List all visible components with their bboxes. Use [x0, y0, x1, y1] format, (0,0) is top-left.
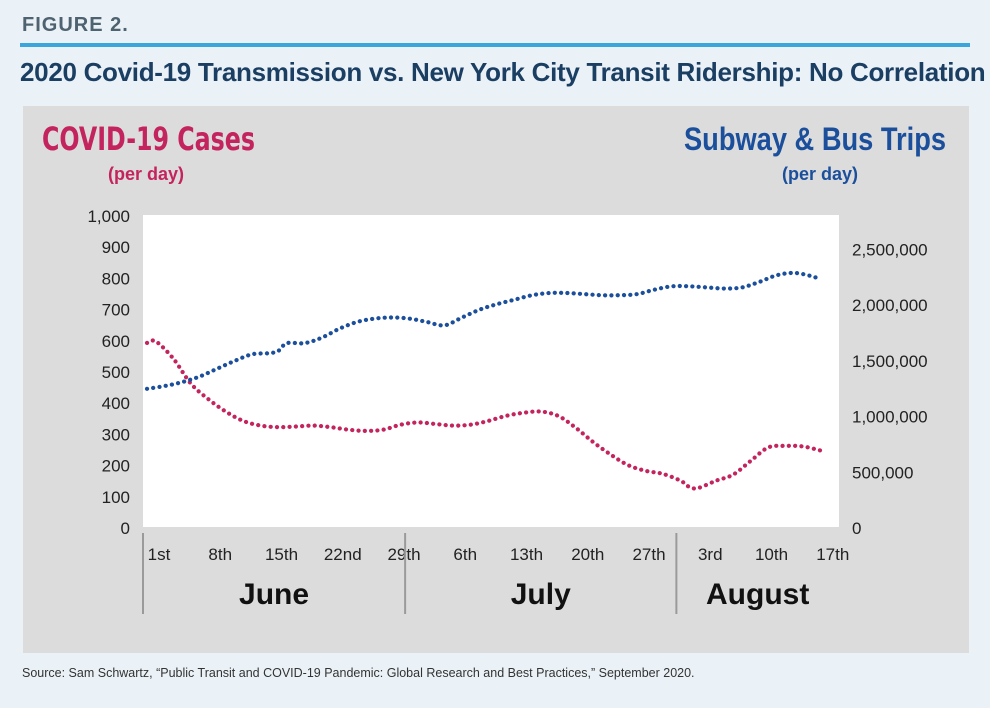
- x-tick-label: 3rd: [698, 545, 723, 564]
- left-tick-label: 100: [102, 488, 130, 507]
- plot-area: [143, 215, 839, 527]
- left-tick-label: 500: [102, 363, 130, 382]
- left-tick-label: 900: [102, 238, 130, 257]
- x-tick-label: 13th: [510, 545, 543, 564]
- right-tick-label: 2,000,000: [852, 296, 928, 315]
- figure-label: FIGURE 2.: [22, 14, 129, 36]
- left-tick-label: 600: [102, 332, 130, 351]
- right-axis: 0 500,000 1,000,000 1,500,000 2,000,000 2,500…: [852, 240, 928, 538]
- left-axis-title: COVID-19 Cases: [42, 120, 255, 158]
- left-axis: 0 100 200 300 400 500 600 700 800 900 1,000: [87, 207, 130, 538]
- left-tick-label: 0: [121, 519, 130, 538]
- right-tick-label: 0: [852, 519, 861, 538]
- right-tick-label: 1,000,000: [852, 408, 928, 427]
- trips-series-line: [144, 270, 823, 391]
- right-tick-label: 2,500,000: [852, 240, 928, 259]
- x-tick-label: 27th: [632, 545, 665, 564]
- right-axis-title: Subway & Bus Trips: [684, 121, 946, 157]
- month-label: August: [706, 578, 809, 611]
- x-tick-label: 22nd: [324, 545, 362, 564]
- x-tick-label: 1st: [148, 545, 171, 564]
- x-tick-label: 8th: [208, 545, 232, 564]
- left-axis-subtitle: (per day): [108, 164, 184, 184]
- right-axis-subtitle: (per day): [782, 164, 858, 184]
- left-tick-label: 400: [102, 394, 130, 413]
- x-tick-label: 29th: [387, 545, 420, 564]
- left-tick-label: 300: [102, 425, 130, 444]
- source-note: Source: Sam Schwartz, “Public Transit an…: [22, 666, 695, 680]
- left-tick-label: 1,000: [87, 207, 130, 226]
- month-label: June: [239, 578, 309, 611]
- series-layer: [144, 270, 823, 491]
- x-axis: 1st 8th 15th 22nd 29th 6th 13th 20th 27th 3rd 10th…: [142, 533, 849, 614]
- left-tick-label: 200: [102, 457, 130, 476]
- right-tick-label: 500,000: [852, 463, 913, 482]
- right-tick-label: 1,500,000: [852, 352, 928, 371]
- x-tick-label: 17th: [816, 545, 849, 564]
- left-tick-label: 700: [102, 301, 130, 320]
- x-tick-label: 6th: [453, 545, 477, 564]
- month-label: July: [511, 578, 571, 611]
- x-tick-label: 10th: [755, 545, 788, 564]
- header-rule: [20, 43, 970, 47]
- chart-title: 2020 Covid-19 Transmission vs. New York …: [20, 57, 986, 87]
- x-tick-label: 20th: [571, 545, 604, 564]
- cases-series-line: [144, 338, 823, 491]
- x-tick-label: 15th: [265, 545, 298, 564]
- left-tick-label: 800: [102, 269, 130, 288]
